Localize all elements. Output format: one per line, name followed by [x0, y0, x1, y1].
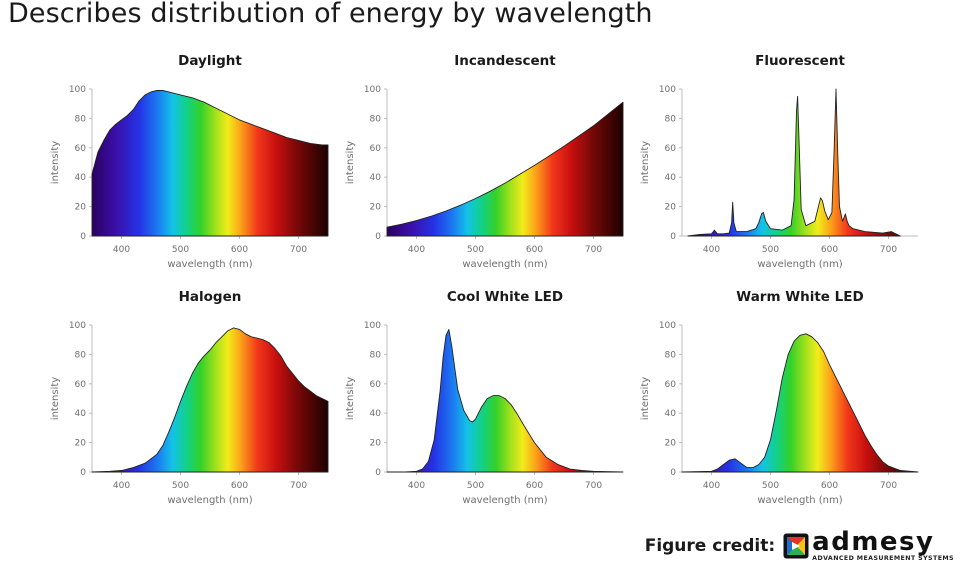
y-tick-label: 0 — [670, 468, 676, 478]
x-tick-label: 500 — [762, 245, 779, 255]
x-tick-label: 400 — [113, 481, 130, 491]
spectrum-area — [91, 90, 329, 237]
chart-title: Warm White LED — [736, 289, 863, 305]
x-tick-label: 400 — [703, 481, 720, 491]
spectrum-chart: Daylight 0 20 40 60 80 100 400 500 600 700 waveleng… — [50, 53, 329, 270]
admesy-logo-icon — [783, 533, 809, 559]
y-tick-label: 100 — [364, 85, 381, 95]
y-tick-label: 40 — [370, 409, 382, 419]
spectrum-chart: Halogen 0 20 40 60 80 100 400 500 600 700 wavelengt… — [50, 289, 329, 506]
y-tick-label: 40 — [665, 409, 677, 419]
x-axis-label: wavelength (nm) — [167, 259, 252, 270]
x-tick-label: 400 — [703, 245, 720, 255]
admesy-logo: admesy ADVANCED MEASUREMENT SYSTEMS — [783, 527, 954, 562]
chart-title: Daylight — [178, 53, 242, 69]
y-tick-label: 40 — [75, 173, 87, 183]
y-tick-label: 40 — [75, 409, 87, 419]
y-axis-label: intensity — [345, 141, 356, 184]
y-tick-label: 60 — [370, 144, 382, 154]
y-axis-label: intensity — [345, 377, 356, 420]
y-tick-label: 20 — [75, 203, 87, 213]
brand-tagline: ADVANCED MEASUREMENT SYSTEMS — [812, 555, 954, 562]
y-tick-label: 0 — [375, 468, 381, 478]
y-tick-label: 100 — [69, 85, 86, 95]
y-tick-label: 60 — [665, 144, 677, 154]
x-tick-label: 700 — [880, 481, 897, 491]
y-tick-label: 100 — [69, 321, 86, 331]
y-axis-label: intensity — [640, 377, 651, 420]
x-axis-label: wavelength (nm) — [167, 495, 252, 506]
chart-title: Incandescent — [454, 53, 556, 69]
x-tick-label: 600 — [821, 481, 838, 491]
y-axis-label: intensity — [50, 377, 61, 420]
x-tick-label: 400 — [408, 245, 425, 255]
y-tick-label: 60 — [75, 380, 87, 390]
x-tick-label: 500 — [172, 245, 189, 255]
x-tick-label: 700 — [585, 481, 602, 491]
x-tick-label: 700 — [290, 245, 307, 255]
y-tick-label: 80 — [75, 350, 87, 360]
y-tick-label: 20 — [665, 439, 677, 449]
x-tick-label: 700 — [880, 245, 897, 255]
brand-name: admesy — [812, 527, 935, 557]
spectrum-chart: Fluorescent 0 20 40 60 80 100 400 500 600 700 wavel… — [640, 53, 918, 270]
y-tick-label: 80 — [665, 350, 677, 360]
y-tick-label: 0 — [375, 232, 381, 242]
x-axis-label: wavelength (nm) — [462, 495, 547, 506]
y-tick-label: 20 — [370, 203, 382, 213]
x-tick-label: 600 — [821, 245, 838, 255]
x-tick-label: 400 — [113, 245, 130, 255]
y-tick-label: 60 — [370, 380, 382, 390]
x-tick-label: 600 — [231, 481, 248, 491]
spectrum-area — [386, 328, 624, 473]
x-tick-label: 700 — [290, 481, 307, 491]
y-tick-label: 0 — [80, 232, 86, 242]
x-tick-label: 500 — [172, 481, 189, 491]
slide-title: Describes distribution of energy by wave… — [8, 0, 653, 29]
x-axis-label: wavelength (nm) — [757, 259, 842, 270]
spectrum-area — [681, 333, 919, 473]
x-tick-label: 600 — [526, 481, 543, 491]
y-axis-label: intensity — [640, 141, 651, 184]
x-tick-label: 500 — [762, 481, 779, 491]
x-axis-label: wavelength (nm) — [757, 495, 842, 506]
y-tick-label: 80 — [370, 350, 382, 360]
x-tick-label: 700 — [585, 245, 602, 255]
y-axis-label: intensity — [50, 141, 61, 184]
spectrum-chart: Incandescent 0 20 40 60 80 100 400 500 600 700 wave… — [345, 53, 624, 270]
y-tick-label: 100 — [659, 85, 676, 95]
y-tick-label: 20 — [665, 203, 677, 213]
y-tick-label: 20 — [75, 439, 87, 449]
x-axis-label: wavelength (nm) — [462, 259, 547, 270]
spectrum-area — [386, 101, 624, 237]
y-tick-label: 60 — [75, 144, 87, 154]
y-tick-label: 20 — [370, 439, 382, 449]
chart-title: Halogen — [179, 289, 242, 305]
y-tick-label: 40 — [665, 173, 677, 183]
y-tick-label: 80 — [370, 114, 382, 124]
spectrum-area — [91, 327, 329, 473]
figure-credit: Figure credit: admesy ADVANCED MEASUREME… — [645, 526, 954, 566]
y-tick-label: 100 — [364, 321, 381, 331]
y-tick-label: 40 — [370, 173, 382, 183]
credit-label: Figure credit: — [644, 536, 776, 556]
x-tick-label: 400 — [408, 481, 425, 491]
spectrum-chart: Warm White LED 0 20 40 60 80 100 400 500 600 700 wa… — [640, 289, 919, 506]
y-tick-label: 0 — [80, 468, 86, 478]
spectrum-area — [687, 88, 901, 237]
x-tick-label: 500 — [467, 245, 484, 255]
y-tick-label: 60 — [665, 380, 677, 390]
x-tick-label: 600 — [231, 245, 248, 255]
chart-title: Fluorescent — [755, 53, 845, 69]
spectrum-chart: Cool White LED 0 20 40 60 80 100 400 500 600 700 wa… — [345, 289, 624, 506]
y-tick-label: 0 — [670, 232, 676, 242]
x-tick-label: 500 — [467, 481, 484, 491]
chart-title: Cool White LED — [447, 289, 563, 305]
y-tick-label: 100 — [659, 321, 676, 331]
y-tick-label: 80 — [665, 114, 677, 124]
y-tick-label: 80 — [75, 114, 87, 124]
x-tick-label: 600 — [526, 245, 543, 255]
